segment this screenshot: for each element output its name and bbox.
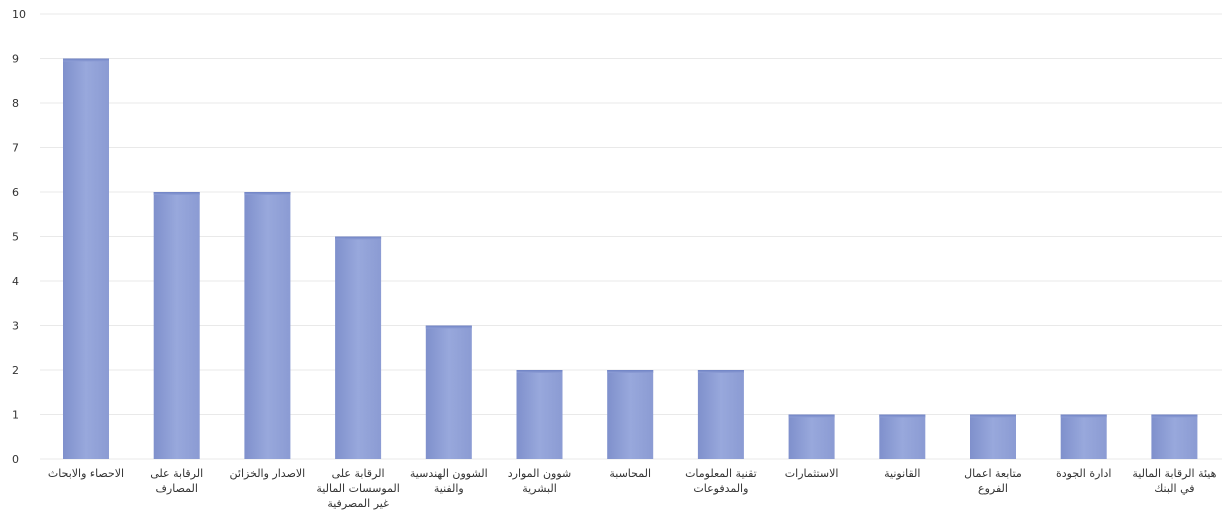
- bar: [879, 414, 926, 459]
- x-tick-label-line: الشوون الهندسية: [410, 467, 488, 480]
- x-tick-label-line: القانونية: [884, 467, 920, 480]
- bar-body: [970, 414, 1016, 459]
- x-tick-label: تقنية المعلومات والمدفوعات: [685, 467, 757, 495]
- bar-top: [516, 370, 563, 373]
- x-tick-label-line: الفروع: [978, 482, 1008, 495]
- bar: [335, 236, 382, 459]
- y-tick-label: 3: [12, 320, 19, 333]
- bar: [244, 192, 291, 459]
- y-tick-label: 8: [12, 97, 19, 110]
- bar-body: [244, 192, 291, 459]
- x-tick-label: الاصدار والخزائن: [230, 467, 306, 480]
- bar-top: [970, 414, 1016, 418]
- x-tick-label-line: الموسسات المالية: [316, 482, 399, 495]
- x-tick-label-line: والمدفوعات: [693, 482, 748, 495]
- bar-body: [788, 414, 835, 459]
- bar: [153, 192, 200, 459]
- bar: [788, 414, 835, 459]
- bar-top: [63, 58, 109, 62]
- bar-top: [425, 325, 472, 329]
- x-tick-label-line: الاحصاء والابحاث: [48, 467, 124, 480]
- bar-top: [879, 414, 926, 418]
- x-tick-label-line: الاصدار والخزائن: [230, 467, 306, 480]
- x-tick-label: متابعة اعمال الفروع: [964, 467, 1022, 495]
- bar-body: [63, 58, 109, 459]
- x-tick-label: الرقابة على المصارف: [150, 467, 203, 495]
- x-tick-label-line: الاستثمارات: [785, 467, 839, 480]
- bar-body: [697, 370, 744, 459]
- x-tick-label-line: البشرية: [522, 482, 557, 495]
- bars: [63, 58, 1198, 459]
- x-tick-label-line: تقنية المعلومات: [685, 467, 757, 480]
- bar-body: [1060, 414, 1107, 459]
- x-tick-label-line: المصارف: [156, 482, 198, 495]
- y-tick-label: 4: [12, 275, 19, 288]
- bar-top: [244, 192, 291, 195]
- y-tick-label: 0: [12, 453, 19, 466]
- y-tick-label: 6: [12, 186, 19, 199]
- gridlines: [40, 13, 1222, 460]
- bar: [697, 370, 744, 459]
- bar-body: [607, 370, 654, 459]
- bar-body: [335, 236, 382, 459]
- bar-top: [1151, 414, 1198, 418]
- bar-body: [1151, 414, 1198, 459]
- x-tick-label: القانونية: [884, 467, 920, 480]
- x-tick-label-line: المحاسبة: [609, 467, 651, 480]
- x-tick-label: الاحصاء والابحاث: [48, 467, 124, 480]
- bar-body: [516, 370, 563, 459]
- bar-top: [607, 370, 654, 373]
- x-tick-label: الاستثمارات: [785, 467, 839, 480]
- x-tick-label: الشوون الهندسية والفنية: [410, 467, 488, 495]
- y-tick-label: 2: [12, 364, 19, 377]
- x-tick-label-line: في البنك: [1154, 482, 1194, 495]
- bar: [63, 58, 109, 459]
- x-tick-label-line: والفنية: [434, 482, 464, 495]
- x-tick-label-line: الرقابة على: [332, 467, 385, 480]
- bar-body: [425, 325, 472, 459]
- bar-top: [1060, 414, 1107, 418]
- x-tick-label: شوون الموارد البشرية: [508, 467, 572, 495]
- x-tick-label: الرقابة على الموسسات المالية غير المصرفية: [316, 467, 399, 510]
- y-tick-label: 9: [12, 53, 19, 66]
- bar-body: [153, 192, 200, 459]
- x-tick-label: ادارة الجودة: [1056, 467, 1111, 480]
- y-tick-label: 7: [12, 142, 19, 155]
- y-tick-label: 1: [12, 409, 19, 422]
- bar-top: [153, 192, 200, 195]
- y-axis-ticks: 0 1 2 3 4 5 6 7 8 9 10: [12, 8, 26, 466]
- bar: [516, 370, 563, 459]
- y-tick-label: 5: [12, 231, 19, 244]
- y-tick-label: 10: [12, 8, 26, 21]
- x-tick-label-line: متابعة اعمال: [964, 467, 1022, 480]
- bar-body: [879, 414, 926, 459]
- bar-top: [335, 236, 382, 240]
- x-tick-label-line: غير المصرفية: [327, 497, 389, 510]
- bar: [607, 370, 654, 459]
- x-tick-label-line: شوون الموارد: [508, 467, 572, 480]
- bar: [970, 414, 1016, 459]
- bar: [1151, 414, 1198, 459]
- x-tick-label-line: ادارة الجودة: [1056, 467, 1111, 480]
- x-tick-label-line: الرقابة على: [150, 467, 203, 480]
- x-axis-labels: الاحصاء والابحاث الرقابة على المصارف الاصدا…: [48, 467, 1217, 510]
- x-tick-label: هيئة الرقابة المالية في البنك: [1132, 467, 1216, 495]
- bar-top: [697, 370, 744, 373]
- bar: [425, 325, 472, 459]
- bar: [1060, 414, 1107, 459]
- x-tick-label: المحاسبة: [609, 467, 651, 480]
- x-tick-label-line: هيئة الرقابة المالية: [1132, 467, 1216, 480]
- bar-top: [788, 414, 835, 418]
